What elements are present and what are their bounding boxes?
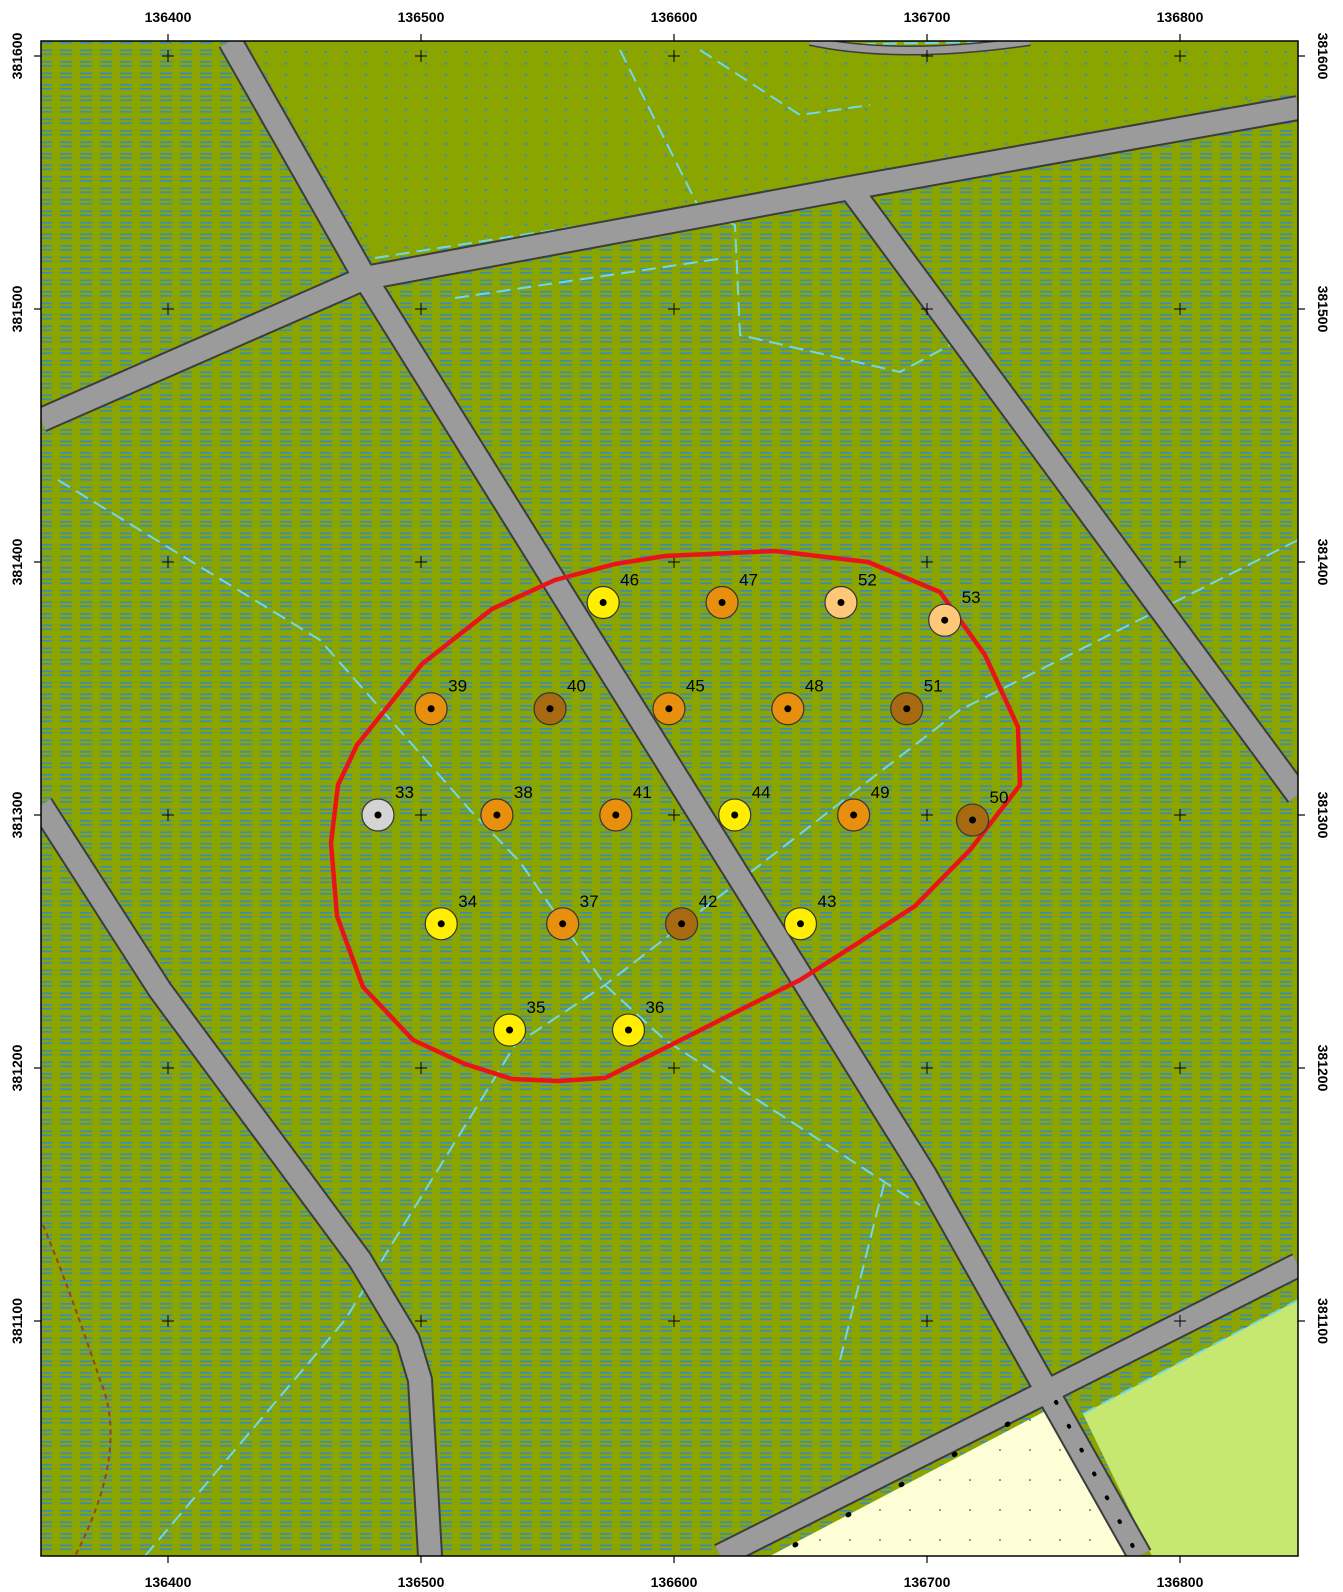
brown-dashed-line — [42, 1224, 112, 1556]
sample-point-center-dot — [493, 811, 501, 819]
sample-point-label: 39 — [448, 677, 467, 696]
sample-point-label: 45 — [686, 677, 705, 696]
sample-point-label: 40 — [567, 677, 586, 696]
sample-point-46[interactable]: 46 — [586, 570, 639, 620]
sample-point-39[interactable]: 39 — [414, 677, 467, 726]
sample-point-35[interactable]: 35 — [492, 998, 546, 1047]
sample-point-label: 34 — [458, 892, 477, 911]
x-tick-label-top: 136800 — [1157, 9, 1204, 25]
sample-point-45[interactable]: 45 — [652, 677, 705, 726]
x-tick-label-top: 136400 — [145, 9, 192, 25]
y-tick-label-right: 381600 — [1315, 33, 1331, 80]
sample-point-47[interactable]: 47 — [705, 570, 758, 620]
y-tick-label-right: 381300 — [1315, 792, 1331, 839]
sample-point-center-dot — [624, 1026, 632, 1034]
boundary-line — [328, 548, 1023, 1084]
sample-point-label: 47 — [739, 570, 758, 589]
x-tick-label-top: 136500 — [398, 9, 445, 25]
x-tick-label-top: 136600 — [651, 9, 698, 25]
x-tick-label-bottom: 136700 — [904, 1574, 951, 1590]
y-tick-label-left: 381200 — [9, 1044, 25, 1091]
sample-point-label: 41 — [633, 783, 652, 802]
x-tick-label-bottom: 136400 — [145, 1574, 192, 1590]
sample-point-center-dot — [797, 920, 804, 928]
x-tick-label-bottom: 136500 — [398, 1574, 445, 1590]
sample-point-36[interactable]: 36 — [611, 998, 664, 1047]
grid-crosses — [162, 50, 1186, 1327]
sample-point-43[interactable]: 43 — [783, 892, 837, 941]
sample-point-52[interactable]: 52 — [824, 570, 877, 620]
sample-point-center-dot — [599, 598, 607, 606]
y-tick-label-right: 381400 — [1315, 539, 1331, 586]
sample-point-center-dot — [437, 920, 445, 928]
sample-point-44[interactable]: 44 — [718, 783, 771, 832]
sample-point-label: 43 — [818, 892, 837, 911]
sample-point-center-dot — [969, 816, 977, 824]
y-tick-label-left: 381500 — [9, 285, 25, 332]
sample-point-label: 46 — [620, 570, 639, 589]
sample-point-40[interactable]: 40 — [533, 677, 586, 726]
dotted-parcel-pattern — [246, 41, 1298, 260]
sample-point-label: 42 — [699, 892, 718, 911]
roads — [41, 41, 1298, 1556]
sample-point-51[interactable]: 51 — [890, 677, 943, 726]
sample-point-34[interactable]: 34 — [424, 892, 477, 941]
field-hatch — [41, 41, 1298, 1556]
sample-point-label: 35 — [527, 998, 546, 1017]
sample-point-label: 44 — [752, 783, 771, 802]
y-tick-label-right: 381500 — [1315, 286, 1331, 333]
sample-point-center-dot — [546, 705, 554, 713]
sample-point-49[interactable]: 49 — [837, 783, 890, 832]
sample-point-label: 49 — [871, 783, 890, 802]
lightgreen-area — [1083, 1300, 1298, 1556]
y-tick-label-left: 381600 — [9, 32, 25, 79]
sample-point-center-dot — [731, 811, 739, 819]
map-body: 33 34 35 36 37 38 39 40 41 42 43 44 45 46 47 48 49 50 51 52… — [41, 41, 1298, 1556]
sample-point-label: 50 — [990, 788, 1009, 807]
sample-point-50[interactable]: 50 — [955, 788, 1009, 837]
sample-point-center-dot — [678, 920, 686, 928]
y-tick-label-left: 381400 — [9, 538, 25, 585]
sample-point-center-dot — [559, 920, 567, 928]
sample-point-48[interactable]: 48 — [771, 677, 824, 726]
sample-point-label: 48 — [805, 677, 824, 696]
x-tick-label-bottom: 136800 — [1157, 1574, 1204, 1590]
sample-point-label: 38 — [514, 783, 533, 802]
sample-point-41[interactable]: 41 — [599, 783, 652, 832]
sample-point-center-dot — [506, 1026, 514, 1034]
sample-point-33[interactable]: 33 — [361, 783, 414, 832]
sample-point-center-dot — [665, 705, 673, 713]
sample-point-label: 33 — [395, 783, 414, 802]
x-tick-label-top: 136700 — [904, 9, 951, 25]
sample-point-label: 53 — [962, 588, 981, 607]
sample-point-center-dot — [941, 616, 949, 624]
y-tick-label-left: 381300 — [9, 791, 25, 838]
cream-area-dots — [770, 1406, 1140, 1556]
y-tick-label-left: 381100 — [9, 1298, 25, 1344]
sample-point-label: 37 — [580, 892, 599, 911]
sample-point-center-dot — [784, 705, 792, 713]
sample-point-37[interactable]: 37 — [546, 892, 599, 941]
sample-point-center-dot — [427, 705, 435, 713]
sample-point-label: 36 — [645, 998, 664, 1017]
sample-points: 33 34 35 36 37 38 39 40 41 42 43 44 45 46 47 48 49 50 51 52… — [361, 570, 1009, 1047]
axis-layer: 136400 136400 136500 136500 136600 136600 1367… — [9, 9, 1331, 1590]
y-tick-label-right: 381100 — [1315, 1298, 1331, 1344]
sample-point-center-dot — [718, 598, 726, 606]
map-frame — [40, 40, 1299, 1557]
sample-point-53[interactable]: 53 — [928, 588, 981, 637]
sample-point-38[interactable]: 38 — [480, 783, 533, 832]
sample-point-label: 51 — [924, 677, 943, 696]
sample-point-42[interactable]: 42 — [664, 892, 718, 941]
sample-point-label: 52 — [858, 570, 877, 589]
sample-point-center-dot — [612, 811, 620, 819]
x-tick-label-bottom: 136600 — [651, 1574, 698, 1590]
sample-point-center-dot — [374, 811, 382, 819]
sample-point-center-dot — [837, 598, 845, 606]
y-tick-label-right: 381200 — [1315, 1045, 1331, 1092]
sample-point-center-dot — [850, 811, 858, 819]
sample-point-center-dot — [903, 705, 911, 713]
